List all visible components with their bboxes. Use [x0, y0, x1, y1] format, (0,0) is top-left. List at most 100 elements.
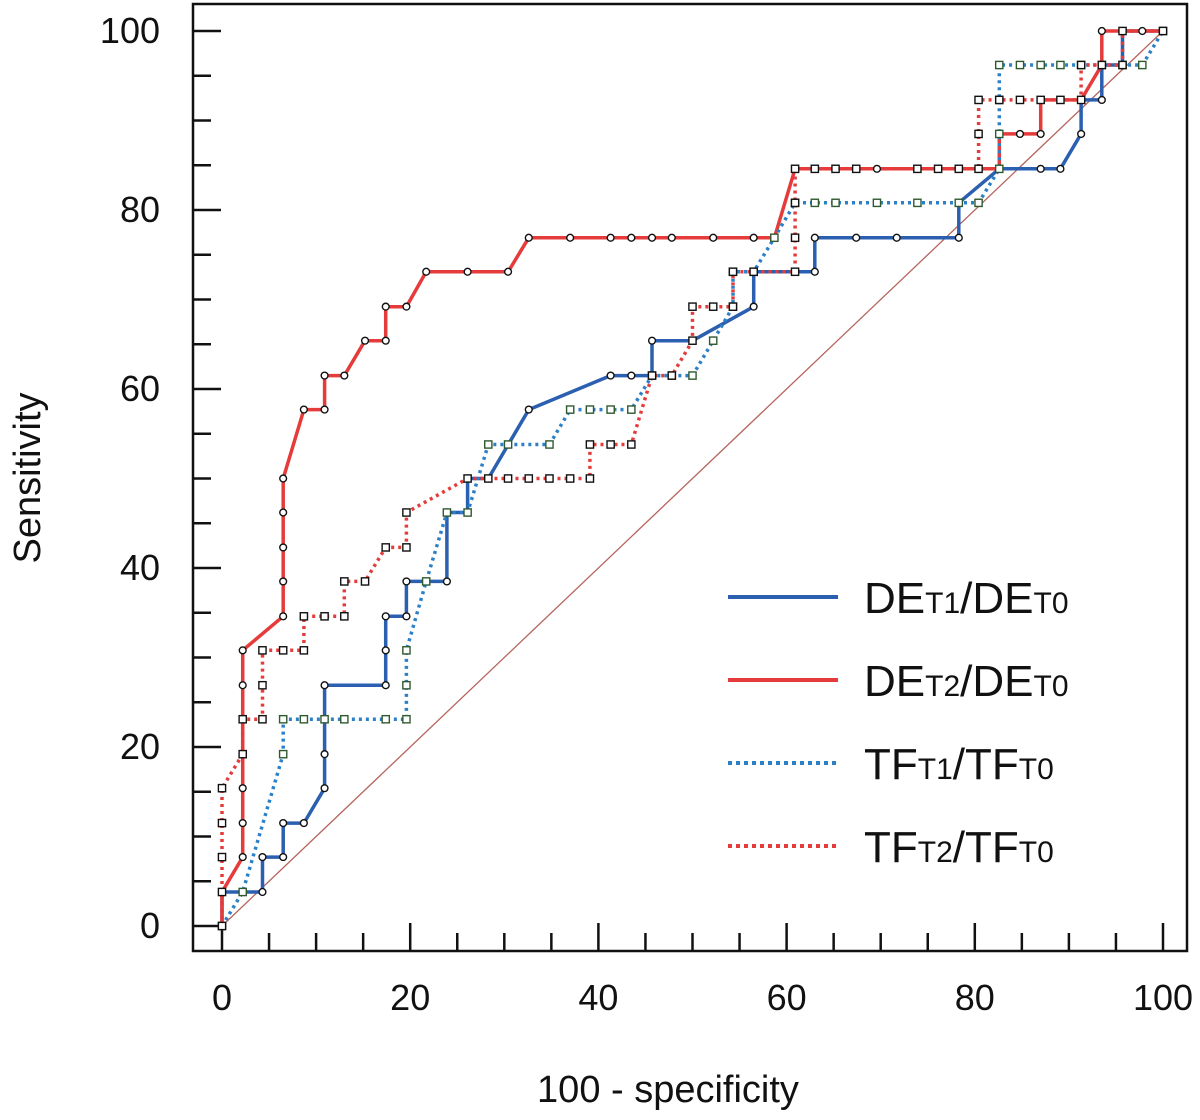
series-1-point [647, 336, 657, 345]
series-2-point [279, 508, 288, 517]
series-3-point [545, 440, 554, 449]
series-1-point [810, 267, 819, 276]
series-2-point [566, 233, 575, 242]
series-4-point [340, 577, 349, 586]
x-tick-label: 100 [1133, 977, 1193, 1018]
series-4-point [790, 198, 800, 208]
series-4-point [524, 474, 534, 483]
series-3-point [1056, 60, 1065, 70]
series-4-point [606, 440, 615, 449]
series-4-point [790, 164, 800, 174]
series-1-point [381, 612, 390, 621]
series-3-point [1015, 60, 1025, 70]
legend-label-4: TFT2/TFT0 [864, 823, 1054, 872]
series-1-point [1097, 95, 1106, 105]
series-2-point [647, 233, 657, 242]
axis-ticks-layer [193, 29, 1165, 951]
series-4-point [790, 233, 800, 243]
series-3-point [585, 405, 595, 414]
series-4-point [728, 267, 738, 277]
series-2-point [524, 233, 533, 242]
series-2-point [279, 474, 288, 483]
series-3-point [421, 577, 431, 586]
series-4-point [688, 336, 697, 345]
series-3-point [606, 405, 615, 414]
series-2-point [402, 302, 411, 311]
series-1-point [381, 646, 390, 655]
series-2-point [1097, 26, 1106, 36]
series-4-point [913, 164, 922, 174]
x-tick-label: 80 [955, 977, 995, 1018]
series-2-point [238, 818, 247, 828]
series-3-point [770, 233, 779, 243]
series-3-point [442, 508, 452, 517]
series-1-point [524, 405, 533, 414]
series-4-point [360, 577, 370, 586]
series-4-point [667, 371, 677, 380]
series-4-point [238, 749, 248, 759]
series-4-point [320, 612, 329, 621]
series-1-point [299, 818, 308, 828]
series-1-point [442, 577, 451, 586]
markers-layer [217, 26, 1168, 931]
series-4-point [278, 646, 288, 655]
series-4-point [299, 646, 309, 655]
series-4-point [647, 371, 657, 380]
series-3-point [503, 440, 513, 449]
series-4-point [463, 474, 472, 483]
series-2-point [422, 267, 431, 276]
series-4-point [627, 440, 636, 449]
y-tick-label: 0 [140, 905, 160, 946]
tick-labels-layer: 0 20 40 60 80 100 0 20 40 60 80 100 [100, 10, 1193, 1018]
series-2-point [503, 267, 513, 276]
series-1-point [954, 233, 963, 242]
series-4-point [1118, 60, 1127, 70]
series-4-point [1118, 26, 1127, 36]
series-2-point [320, 405, 329, 414]
series-1-point [279, 818, 288, 828]
series-3-point [402, 680, 411, 690]
series-4-point [258, 680, 267, 690]
legend: DET1/DET0 DET2/DET0 TFT1/TFT0 TFT2/TFT0 [728, 574, 1069, 872]
series-1-point [749, 302, 758, 311]
y-tick-label: 20 [120, 726, 160, 767]
series-2-point [381, 336, 390, 345]
x-tick-label: 20 [390, 977, 430, 1018]
series-4-point [217, 783, 227, 793]
series-2-point [238, 852, 247, 862]
series-4-point [258, 714, 267, 724]
series-2-point [279, 612, 288, 621]
series-4-point [217, 852, 227, 862]
series-3-point [627, 405, 636, 414]
series-3-point [484, 440, 493, 449]
y-tick-label: 40 [120, 547, 160, 588]
series-1-point [852, 233, 861, 242]
x-axis-title: 100 - specificity [537, 1069, 799, 1111]
series-3-point [994, 129, 1004, 139]
reference-diagonal-layer [221, 30, 1164, 927]
series-2-point [463, 267, 472, 276]
series-4-point [974, 95, 983, 105]
series-2-point [606, 233, 615, 242]
series-4-point [1158, 26, 1168, 36]
series-4-point [1015, 95, 1025, 105]
series-3-point [565, 405, 575, 414]
series-4-point [258, 646, 267, 655]
series-1-point [381, 681, 390, 690]
series-4-point [402, 508, 411, 517]
series-1-point [402, 577, 411, 586]
series-4-point [749, 267, 758, 277]
series-3-point [810, 198, 820, 208]
series-2-point [1036, 129, 1045, 139]
series-4-point [1036, 95, 1045, 105]
series-3-point [1036, 60, 1045, 70]
series-4-point [503, 474, 513, 483]
series-1-point [1056, 164, 1065, 173]
series-4-point [217, 818, 227, 828]
series-4-point [484, 474, 493, 483]
series-3-point [463, 508, 472, 517]
series-2-point [749, 233, 758, 242]
series-2-point [627, 233, 636, 242]
series-4-point [728, 302, 738, 311]
